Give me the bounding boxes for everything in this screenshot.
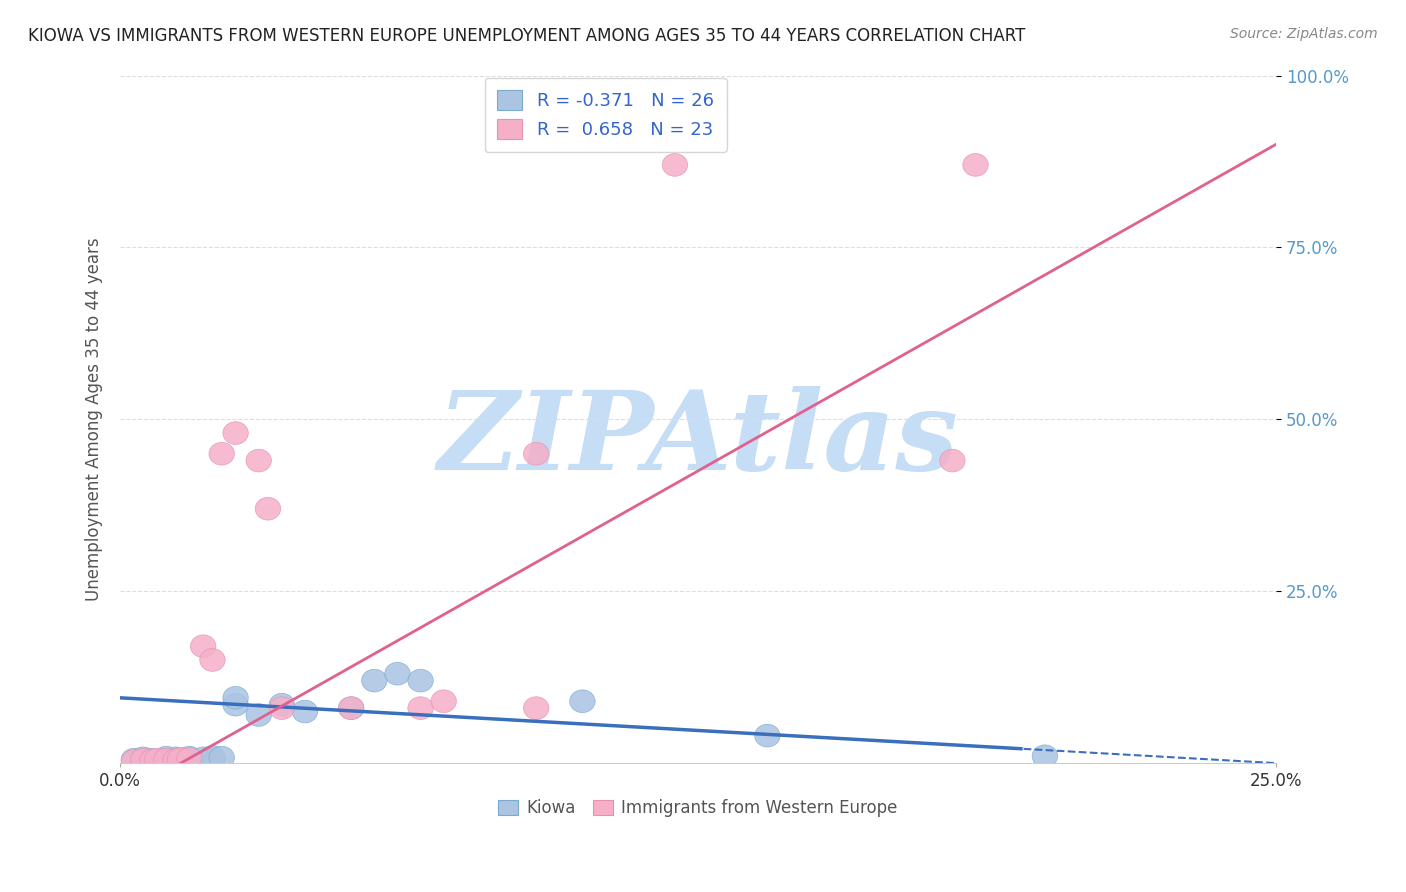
Ellipse shape bbox=[200, 746, 225, 768]
Ellipse shape bbox=[1032, 745, 1057, 768]
Ellipse shape bbox=[963, 153, 988, 177]
Ellipse shape bbox=[163, 749, 188, 772]
Ellipse shape bbox=[569, 690, 595, 713]
Ellipse shape bbox=[408, 697, 433, 720]
Text: KIOWA VS IMMIGRANTS FROM WESTERN EUROPE UNEMPLOYMENT AMONG AGES 35 TO 44 YEARS C: KIOWA VS IMMIGRANTS FROM WESTERN EUROPE … bbox=[28, 27, 1025, 45]
Ellipse shape bbox=[167, 747, 193, 771]
Ellipse shape bbox=[163, 747, 188, 770]
Ellipse shape bbox=[177, 747, 202, 769]
Ellipse shape bbox=[200, 748, 225, 771]
Ellipse shape bbox=[200, 648, 225, 672]
Ellipse shape bbox=[190, 635, 217, 657]
Ellipse shape bbox=[224, 422, 249, 444]
Ellipse shape bbox=[269, 693, 294, 716]
Ellipse shape bbox=[190, 747, 217, 770]
Ellipse shape bbox=[339, 697, 364, 720]
Ellipse shape bbox=[385, 663, 411, 685]
Ellipse shape bbox=[523, 697, 548, 720]
Ellipse shape bbox=[131, 747, 156, 770]
Text: ZIPAtlas: ZIPAtlas bbox=[437, 386, 959, 493]
Ellipse shape bbox=[939, 450, 965, 472]
Ellipse shape bbox=[755, 724, 780, 747]
Ellipse shape bbox=[167, 747, 193, 771]
Ellipse shape bbox=[361, 669, 387, 692]
Text: Source: ZipAtlas.com: Source: ZipAtlas.com bbox=[1230, 27, 1378, 41]
Ellipse shape bbox=[121, 748, 146, 771]
Legend: Kiowa, Immigrants from Western Europe: Kiowa, Immigrants from Western Europe bbox=[492, 792, 904, 823]
Ellipse shape bbox=[432, 690, 457, 713]
Ellipse shape bbox=[224, 693, 249, 716]
Ellipse shape bbox=[139, 749, 165, 772]
Ellipse shape bbox=[153, 748, 179, 771]
Ellipse shape bbox=[153, 748, 179, 771]
Ellipse shape bbox=[339, 697, 364, 720]
Ellipse shape bbox=[209, 442, 235, 465]
Ellipse shape bbox=[224, 687, 249, 709]
Ellipse shape bbox=[177, 747, 202, 771]
Ellipse shape bbox=[269, 697, 294, 720]
Ellipse shape bbox=[121, 749, 146, 772]
Ellipse shape bbox=[246, 450, 271, 472]
Ellipse shape bbox=[177, 748, 202, 771]
Y-axis label: Unemployment Among Ages 35 to 44 years: Unemployment Among Ages 35 to 44 years bbox=[86, 237, 103, 601]
Ellipse shape bbox=[139, 748, 165, 771]
Ellipse shape bbox=[145, 748, 170, 771]
Ellipse shape bbox=[408, 669, 433, 692]
Ellipse shape bbox=[209, 747, 235, 769]
Ellipse shape bbox=[246, 704, 271, 726]
Ellipse shape bbox=[145, 749, 170, 772]
Ellipse shape bbox=[131, 748, 156, 771]
Ellipse shape bbox=[153, 747, 179, 769]
Ellipse shape bbox=[292, 700, 318, 723]
Ellipse shape bbox=[662, 153, 688, 177]
Ellipse shape bbox=[256, 498, 281, 520]
Ellipse shape bbox=[523, 442, 548, 465]
